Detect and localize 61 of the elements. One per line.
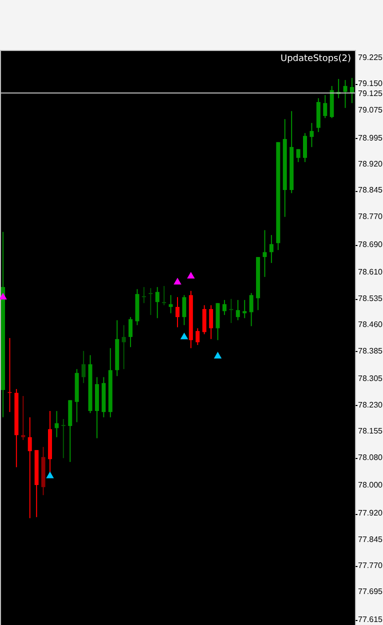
y-tick-label: 78.610 — [358, 268, 383, 277]
candlestick — [168, 294, 173, 314]
candlestick — [229, 298, 234, 324]
annotation: UpdateStops(2) — [280, 54, 351, 64]
candlestick — [350, 77, 354, 104]
candlestick — [21, 395, 26, 440]
y-tick-label: 77.845 — [358, 534, 383, 544]
candlestick — [155, 286, 160, 319]
candlestick — [202, 304, 206, 335]
y-tick-label: 77.770 — [358, 561, 383, 570]
y-tick-label: 78.535 — [358, 294, 383, 303]
y-tick-label: 78.770 — [358, 212, 383, 221]
candlestick — [242, 299, 247, 319]
ref-line-label: 79.125 — [358, 88, 383, 98]
candlestick — [54, 410, 59, 438]
candlestick — [182, 294, 186, 326]
candlestick — [142, 286, 146, 304]
candlestick — [343, 80, 348, 108]
y-tick-label: 79.075 — [358, 105, 383, 114]
y-tick-label: 78.460 — [358, 320, 383, 330]
candlestick — [222, 299, 226, 316]
candlestick — [269, 234, 274, 264]
candlestick — [310, 122, 314, 148]
point — [174, 278, 182, 284]
candlestick — [176, 296, 180, 328]
candlestick — [82, 350, 86, 384]
y-tick-label: 78.385 — [358, 346, 383, 356]
candlestick — [128, 316, 133, 348]
candlestick — [236, 299, 240, 321]
candlestick — [262, 230, 267, 278]
candlestick — [249, 292, 254, 327]
point — [46, 472, 54, 478]
candlestick — [209, 304, 214, 340]
candlestick — [61, 418, 66, 459]
candlestick — [196, 328, 200, 346]
y-tick-label: 78.845 — [358, 186, 383, 195]
y-tick-label: 77.695 — [358, 587, 383, 596]
candlestick — [148, 288, 153, 316]
y-tick-label: 78.155 — [358, 426, 383, 436]
candlestick — [162, 286, 166, 306]
candlestick — [296, 148, 300, 163]
y-tick-label: 78.920 — [358, 160, 383, 169]
point — [214, 352, 222, 358]
candlestick — [28, 416, 32, 519]
candlestick — [323, 94, 328, 119]
y-tick-label: 79.225 — [358, 53, 383, 62]
y-tick-label: 79.150 — [358, 79, 383, 88]
point — [0, 292, 7, 300]
candlestick — [122, 324, 126, 370]
y-tick-label: 78.230 — [358, 400, 383, 410]
y-tick-label: 78.080 — [358, 452, 383, 462]
y-tick-label: 78.690 — [358, 240, 383, 249]
y-tick-label: 78.305 — [358, 374, 383, 384]
y-tick-label: 78.995 — [358, 133, 383, 142]
candlestick — [303, 132, 308, 163]
point — [187, 272, 195, 279]
y-tick-label: 77.615 — [358, 615, 383, 624]
y-tick-label: 77.920 — [358, 508, 383, 518]
y-tick-label: 78.000 — [358, 480, 383, 490]
candlestick — [8, 338, 12, 413]
point — [180, 332, 188, 340]
